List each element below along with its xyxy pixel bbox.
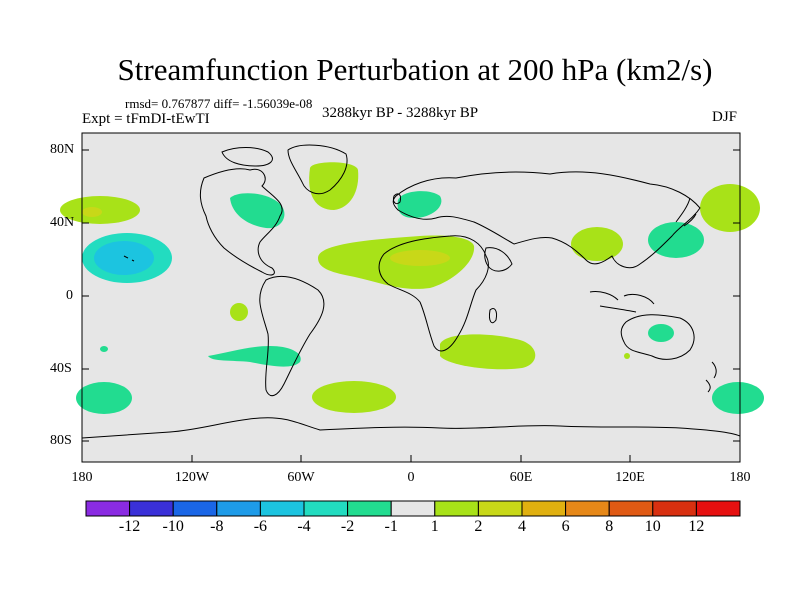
coast-north-america	[199, 168, 283, 276]
contour-north-america-east	[230, 193, 285, 229]
contour-north-pacific-west-core	[82, 207, 102, 217]
contour-india	[571, 227, 623, 261]
colorbar-label: -4	[297, 518, 311, 535]
x-label-120w: 120W	[174, 470, 210, 485]
x-label-180w: 180	[71, 470, 93, 485]
x-label-60w: 60W	[287, 470, 315, 485]
x-label-60e: 60E	[509, 470, 533, 485]
coast-arctic-islands	[221, 147, 273, 167]
y-label-80n: 80N	[50, 142, 75, 157]
colorbar-label: 6	[561, 518, 570, 535]
period-label: 3288kyr BP - 3288kyr BP	[322, 105, 479, 121]
coast-australia	[620, 314, 695, 360]
colorbar-label: 1	[430, 518, 439, 535]
contour-south-america	[208, 346, 301, 367]
colorbar-swatch	[434, 500, 479, 517]
negative-anomalies	[76, 191, 764, 414]
colorbar-swatch	[303, 500, 349, 517]
x-label-120e: 120E	[615, 470, 645, 485]
colorbar-swatch	[216, 500, 261, 517]
contour-europe	[397, 191, 442, 218]
contour-north-pacific-inner	[94, 241, 154, 275]
colorbar-swatch	[347, 500, 392, 517]
contour-north-africa-core	[390, 250, 450, 266]
map-title: Streamfunction Perturbation at 200 hPa (…	[117, 52, 713, 87]
colorbar-swatch	[85, 500, 131, 517]
y-label-80s: 80S	[50, 433, 72, 448]
coastlines	[81, 144, 741, 439]
coast-south-america	[259, 275, 325, 397]
contour-south-atlantic	[440, 334, 536, 370]
season-label: DJF	[712, 109, 738, 125]
contour-japan	[648, 222, 704, 258]
y-ticks	[82, 149, 740, 442]
coast-hawaii	[123, 255, 135, 262]
coast-indonesia	[589, 291, 655, 313]
y-label-0: 0	[66, 288, 73, 303]
coast-japan	[675, 197, 697, 227]
y-label-40s: 40S	[50, 361, 72, 376]
x-label-0: 0	[407, 470, 415, 485]
colorbar-swatch	[608, 500, 654, 517]
contour-south-atlantic-midlat	[312, 381, 396, 413]
colorbar-label: -6	[253, 518, 268, 535]
colorbar-swatch	[521, 500, 567, 517]
colorbar-label: -12	[118, 518, 141, 535]
x-ticks	[81, 455, 741, 462]
colorbar-label: -1	[384, 518, 398, 535]
colorbar-swatch	[259, 500, 305, 517]
colorbar-swatch	[695, 500, 741, 517]
colorbar-label: 2	[474, 518, 483, 535]
coast-arabia	[484, 247, 513, 272]
colorbar-swatch	[129, 500, 174, 517]
colorbar-swatch	[172, 500, 218, 517]
coast-uk	[393, 193, 401, 205]
contour-north-pacific-east	[700, 184, 760, 232]
contour-south-pacific-patch	[230, 303, 248, 321]
colorbar-label: -8	[210, 518, 224, 535]
colorbar-swatch	[652, 500, 697, 517]
contour-south-pacific-east	[712, 382, 764, 414]
coast-africa	[378, 235, 489, 352]
x-label-180e: 180	[729, 470, 751, 485]
experiment-label: Expt = tFmDI-tEwTI	[82, 111, 210, 127]
coast-madagascar	[489, 307, 497, 324]
colorbar-swatch	[477, 500, 523, 517]
colorbar-swatch	[565, 500, 610, 517]
contour-australia	[648, 324, 674, 342]
y-label-40n: 40N	[50, 215, 75, 230]
contour-australia-north-patch	[624, 353, 630, 359]
colorbar	[85, 500, 741, 517]
stats-text: rmsd= 0.767877 diff= -1.56039e-08	[125, 96, 313, 111]
coast-greenland	[287, 144, 348, 195]
coast-antarctica	[81, 417, 741, 439]
contour-small-south-pacific	[100, 346, 108, 352]
colorbar-label: 12	[688, 518, 705, 535]
coast-eurasia	[392, 171, 701, 269]
colorbar-label: -10	[162, 518, 184, 535]
colorbar-label: -2	[340, 518, 355, 535]
map-background	[82, 133, 740, 462]
contour-south-pacific-west	[76, 382, 132, 414]
colorbar-swatch	[390, 500, 436, 517]
colorbar-label: 10	[644, 518, 661, 535]
coast-new-zealand	[705, 361, 717, 393]
positive-anomalies	[60, 162, 760, 413]
colorbar-label: 8	[605, 518, 614, 535]
colorbar-label: 4	[518, 518, 526, 535]
